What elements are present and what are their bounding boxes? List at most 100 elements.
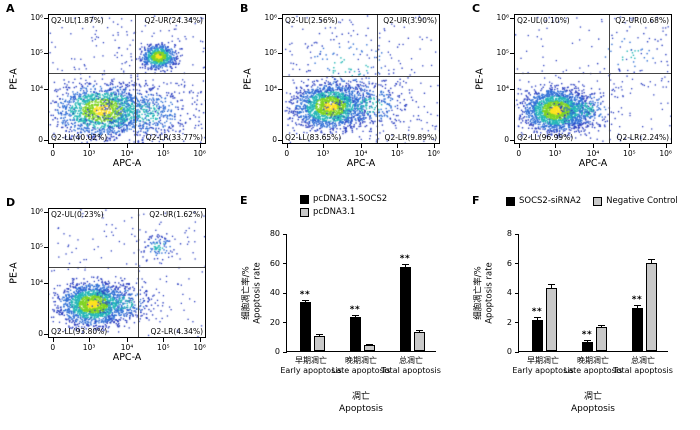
x-axis-label: 凋亡 Apoptosis (338, 392, 384, 414)
y-tick-mark (44, 89, 48, 91)
y-tick-mark (510, 17, 514, 19)
bar-plot: 0 2 4 6 8 ** ** ** (507, 229, 668, 356)
quadrant-vline (134, 15, 136, 143)
flow-plot: Q2-UL(2.56%) Q2-UR(3.90%) Q2-LL(83.65%) … (282, 14, 440, 144)
scatter-canvas (49, 15, 205, 143)
y-tick-label: 0 (504, 135, 509, 145)
y-tick-label: 10⁶ (264, 12, 277, 22)
category-label: 早期凋亡 Early apoptosis (512, 356, 574, 375)
x-tick-mark (52, 144, 54, 148)
error-bar-cap (547, 283, 555, 285)
y-tick-mark (278, 89, 282, 91)
flow-panel-c: C PE-A Q2-UL(0.10%) Q2-UR(0.68%) Q2-LL(9… (472, 2, 700, 192)
x-tick-mark (629, 144, 631, 148)
y-tick-label: 8 (506, 229, 512, 238)
quadrant-vline (376, 15, 378, 143)
quadrant-vline (137, 209, 139, 337)
quadrant-label-ul: Q2-UL(0.10%) (517, 16, 570, 25)
y-tick-label: 10⁴ (496, 84, 509, 94)
x-axis-label: 凋亡 Apoptosis (570, 392, 616, 414)
panel-label-b: B (240, 2, 249, 15)
quadrant-label-ul: Q2-UL(1.87%) (51, 16, 104, 25)
x-tick-mark (199, 144, 201, 148)
x-tick-mark (555, 144, 557, 148)
y-tick-mark (515, 351, 519, 353)
y-tick-mark (510, 89, 514, 91)
y-tick-mark (510, 140, 514, 142)
x-tick-label: 10³ (548, 149, 562, 158)
legend-swatch (300, 194, 309, 204)
flow-plot: Q2-UL(0.23%) Q2-UR(1.62%) Q2-LL(93.80%) … (48, 208, 206, 338)
bar-chart-panel-f: F SOCS2-siRNA2 Negative Control 细胞凋亡率/% … (472, 194, 700, 430)
x-tick-mark (518, 144, 520, 148)
flow-panel-b: B PE-A Q2-UL(2.56%) Q2-UR(3.90%) Q2-LL(8… (240, 2, 470, 192)
y-tick-mark (278, 140, 282, 142)
scatter-canvas (515, 15, 671, 143)
y-tick-label: 10⁶ (496, 12, 509, 22)
quadrant-label-lr: Q2-LR(33.77%) (145, 133, 203, 142)
y-tick-label: 10⁵ (496, 48, 509, 57)
error-bar-cap (533, 317, 541, 319)
error-bar-cap (401, 263, 409, 265)
y-tick-label: 10⁶ (30, 12, 43, 22)
quadrant-label-lr: Q2-LR(9.89%) (384, 133, 437, 142)
flow-plot: Q2-UL(1.87%) Q2-UR(24.34%) Q2-LL(40.02%)… (48, 14, 206, 144)
x-tick-label: 10⁶ (659, 149, 672, 158)
x-tick-label: 10⁶ (193, 343, 206, 352)
legend-label: SOCS2-siRNA2 (519, 196, 582, 206)
quadrant-label-ur: Q2-UR(1.62%) (149, 210, 203, 219)
significance-mark: ** (631, 295, 643, 306)
significance-mark: ** (399, 253, 411, 264)
quadrant-label-ll: Q2-LL(93.80%) (51, 327, 108, 336)
legend-swatch (593, 196, 603, 206)
y-tick-mark (278, 17, 282, 19)
x-axis-label: APC-A (112, 158, 142, 169)
significance-mark: ** (299, 289, 311, 300)
x-tick-label: 10⁴ (354, 149, 368, 158)
y-tick-label: 0 (506, 347, 512, 356)
y-tick-label: 10⁴ (264, 84, 277, 94)
x-tick-label: 10⁶ (193, 149, 206, 158)
x-tick-label: 0 (284, 149, 290, 158)
x-tick-mark (361, 144, 362, 148)
quadrant-label-ur: Q2-UR(24.34%) (144, 16, 203, 25)
y-tick-mark (283, 233, 287, 235)
y-tick-mark (44, 17, 48, 19)
error-bar (369, 344, 370, 346)
bar-plot: 0 20 40 60 80 ** ** ** (270, 229, 436, 356)
bar-F-series1-cat0 (545, 287, 557, 351)
legend-label: Negative Control (606, 196, 678, 206)
category-label: 晚期凋亡 Late apoptosis (563, 356, 623, 375)
bar-chart-panel-e: E pcDNA3.1-SOCS2 pcDNA3.1 细胞凋亡率/% Apopto… (240, 194, 468, 430)
legend-item: pcDNA3.1-SOCS2 (300, 194, 387, 204)
error-bar (551, 284, 552, 288)
bar-E-series1-cat0 (313, 336, 325, 351)
x-tick-mark (89, 338, 91, 342)
x-tick-label: 0 (50, 149, 56, 158)
legend-swatch (506, 196, 515, 206)
bar-F-series0-cat1 (581, 342, 593, 351)
x-tick-mark (433, 144, 435, 148)
bar-E-series1-cat2 (413, 331, 425, 351)
quadrant-hline (49, 266, 205, 268)
x-tick-label: 10⁵ (623, 149, 636, 158)
error-bar-cap (633, 305, 641, 307)
x-tick-mark (89, 144, 91, 148)
error-bar-cap (597, 324, 605, 326)
y-tick-label: 10⁵ (30, 242, 43, 251)
y-tick-label: 4 (506, 288, 512, 297)
category-label: 总凋亡 Total apoptosis (613, 356, 673, 375)
y-tick-mark (44, 53, 48, 54)
y-tick-label: 60 (269, 258, 280, 268)
bar-F-series0-cat0 (531, 320, 543, 351)
error-bar-cap (365, 343, 373, 345)
quadrant-label-ul: Q2-UL(2.56%) (285, 16, 338, 25)
quadrant-vline (608, 15, 610, 143)
y-tick-mark (510, 53, 514, 54)
legend-swatch (300, 207, 309, 217)
x-tick-mark (397, 144, 399, 148)
y-tick-label: 10⁶ (30, 206, 43, 216)
x-tick-label: 10⁴ (120, 343, 134, 352)
quadrant-label-ll: Q2-LL(96.99%) (517, 133, 574, 142)
